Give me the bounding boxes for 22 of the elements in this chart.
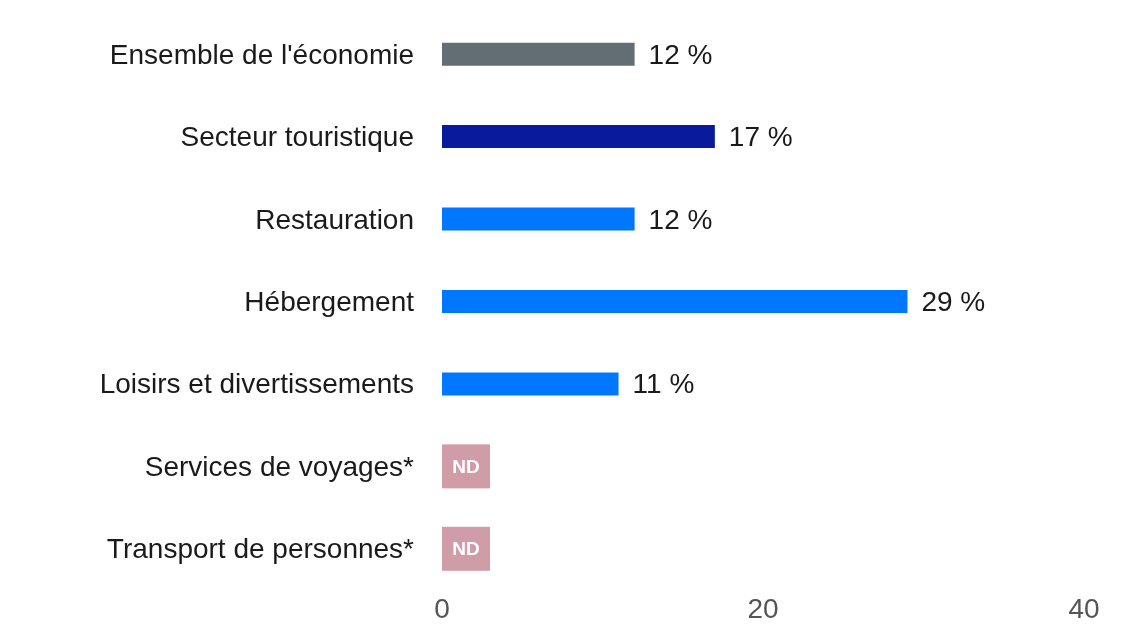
y-tick-label: Services de voyages* — [144, 450, 415, 482]
y-tick-label: Secteur touristique — [180, 121, 414, 153]
data-label: 12 % — [648, 38, 713, 70]
x-tick-label: 20 — [747, 592, 779, 624]
data-label: 17 % — [728, 121, 793, 153]
bar — [442, 372, 619, 396]
y-tick-label: Restauration — [255, 203, 414, 235]
text: ND — [452, 455, 480, 477]
y-tick-label: Hébergement — [244, 286, 415, 317]
data-label: 29 % — [921, 285, 986, 317]
bar — [442, 125, 715, 149]
x-tick-label: 0 — [434, 592, 450, 624]
y-tick-label: Ensemble de l'économie — [109, 38, 414, 70]
data-label: 11 % — [632, 368, 695, 400]
bar — [442, 289, 908, 313]
data-label: 12 % — [648, 203, 713, 235]
text: ND — [452, 538, 480, 560]
y-tick-label: Loisirs et divertissements — [99, 368, 414, 400]
bar — [442, 42, 635, 66]
x-tick-label: 40 — [1068, 592, 1100, 624]
y-tick-label: Transport de personnes* — [106, 533, 415, 565]
bar — [442, 207, 635, 231]
